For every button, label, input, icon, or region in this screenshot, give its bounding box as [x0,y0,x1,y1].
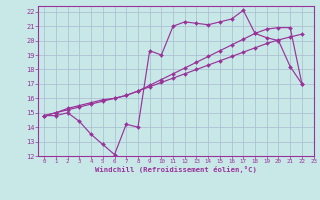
X-axis label: Windchill (Refroidissement éolien,°C): Windchill (Refroidissement éolien,°C) [95,166,257,173]
